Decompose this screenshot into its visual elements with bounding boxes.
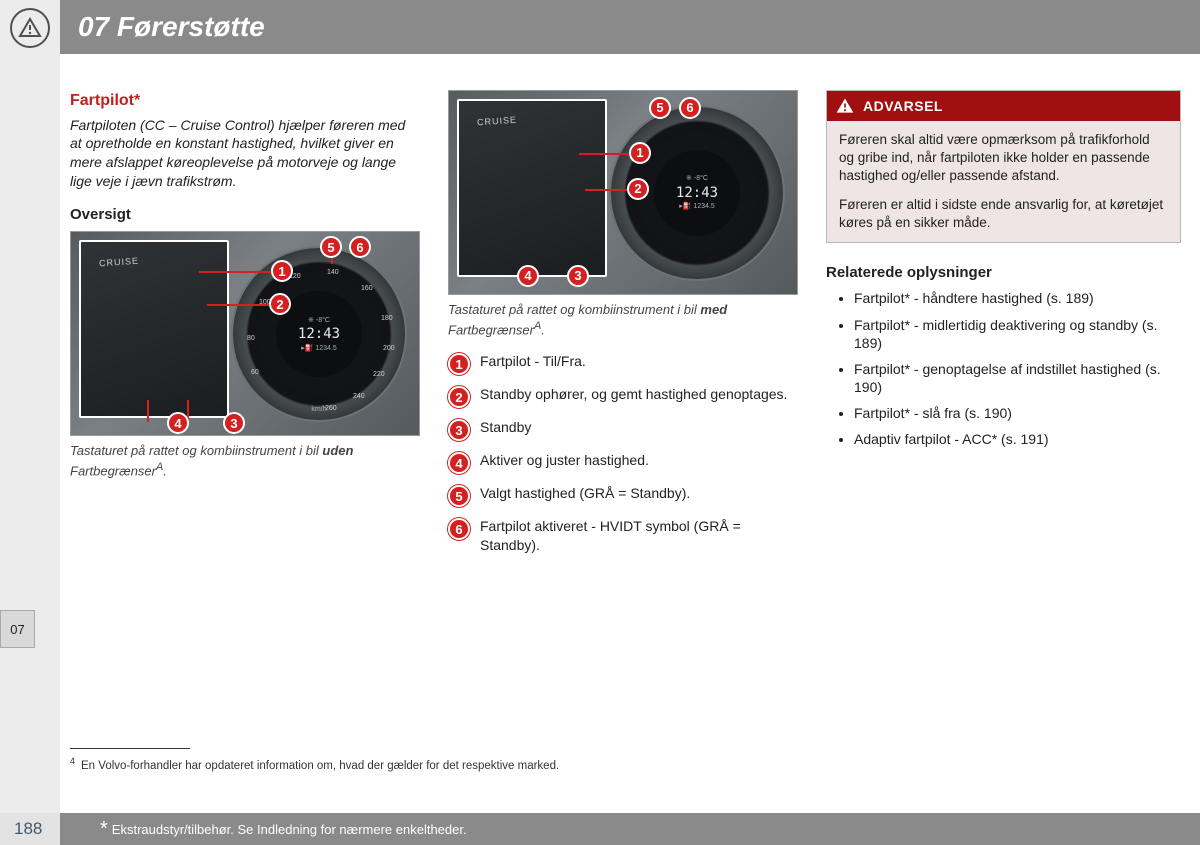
marker-1: 1 (629, 142, 651, 164)
tick: 60 (251, 368, 259, 377)
bullet-5: 5 (448, 485, 470, 507)
page-number: 188 (14, 819, 42, 839)
section-title: Fartpilot* (70, 90, 420, 112)
item-text: Standby ophører, og gemt hastighed genop… (480, 385, 787, 404)
item-text: Standby (480, 418, 531, 437)
warning-icon (835, 96, 855, 116)
tick: 180 (381, 314, 393, 323)
gauge-odo: ▸⛽ 1234.5 (679, 202, 715, 211)
figure2-caption: Tastaturet på rattet og kombiinstrument … (448, 301, 798, 338)
tick: 240 (353, 392, 365, 401)
gauge-temp: ※ -8°C (308, 316, 330, 325)
marker-6: 6 (349, 236, 371, 258)
tick: 260 (325, 404, 337, 413)
bullet-2: 2 (448, 386, 470, 408)
bullet-3: 3 (448, 419, 470, 441)
list-item: 6 Fartpilot aktiveret - HVIDT symbol (GRÅ… (448, 517, 798, 555)
related-item: Fartpilot* - slå fra (s. 190) (854, 404, 1181, 422)
footer-bar: * Ekstraudstyr/tilbehør. Se Indledning f… (60, 813, 1200, 845)
keypad-inset (457, 99, 607, 277)
left-rail: 07 (0, 0, 60, 845)
marker-5: 5 (649, 97, 671, 119)
column-2: ※ -8°C 12:43 ▸⛽ 1234.5 1 2 3 4 5 6 Tasta… (448, 90, 798, 565)
item-text: Fartpilot aktiveret - HVIDT symbol (GRÅ … (480, 517, 798, 555)
marker-4: 4 (167, 412, 189, 434)
chapter-header: 07 Førerstøtte (60, 0, 1200, 54)
item-text: Valgt hastighed (GRÅ = Standby). (480, 484, 690, 503)
warning-title: ADVARSEL (863, 97, 943, 116)
gauge-time: 12:43 (298, 325, 340, 344)
list-item: 3 Standby (448, 418, 798, 441)
tick: 220 (373, 370, 385, 379)
marker-4: 4 (517, 265, 539, 287)
marker-2: 2 (627, 178, 649, 200)
gauge-time: 12:43 (676, 184, 718, 203)
tick: 200 (383, 344, 395, 353)
item-text: Fartpilot - Til/Fra. (480, 352, 586, 371)
gauge-display: ※ -8°C 12:43 ▸⛽ 1234.5 (654, 150, 740, 236)
keypad-inset (79, 240, 229, 418)
bullet-4: 4 (448, 452, 470, 474)
footnote: 4En Volvo-forhandler har opdateret infor… (70, 756, 559, 772)
footnote-rule (70, 748, 190, 749)
callout-list: 1 Fartpilot - Til/Fra. 2 Standby ophører, … (448, 352, 798, 555)
warning-header: ADVARSEL (827, 91, 1180, 121)
related-heading: Relaterede oplysninger (826, 263, 1181, 283)
warning-p2: Føreren er altid i sidste ende ansvarlig… (839, 196, 1168, 232)
warning-body: Føreren skal altid være opmærksom på tra… (827, 121, 1180, 242)
item-text: Aktiver og juster hastighed. (480, 451, 649, 470)
figure1-caption: Tastaturet på rattet og kombiinstrument … (70, 442, 420, 479)
list-item: 5 Valgt hastighed (GRÅ = Standby). (448, 484, 798, 507)
gauge-unit: km/h (311, 405, 326, 414)
column-3: ADVARSEL Føreren skal altid være opmærks… (826, 90, 1181, 565)
footer-text: Ekstraudstyr/tilbehør. Se Indledning for… (112, 822, 467, 837)
list-item: 4 Aktiver og juster hastighed. (448, 451, 798, 474)
tick: 80 (247, 334, 255, 343)
related-item: Adaptiv fartpilot - ACC* (s. 191) (854, 430, 1181, 448)
bullet-6: 6 (448, 518, 470, 540)
bullet-1: 1 (448, 353, 470, 375)
related-item: Fartpilot* - genoptagelse af indstillet … (854, 360, 1181, 396)
chapter-tab: 07 (0, 610, 35, 648)
marker-6: 6 (679, 97, 701, 119)
warning-p1: Føreren skal altid være opmærksom på tra… (839, 131, 1168, 186)
intro-text: Fartpiloten (CC – Cruise Control) hjælpe… (70, 116, 420, 192)
overview-heading: Oversigt (70, 205, 420, 225)
related-list: Fartpilot* - håndtere hastighed (s. 189)… (826, 289, 1181, 448)
marker-3: 3 (223, 412, 245, 434)
marker-3: 3 (567, 265, 589, 287)
column-1: Fartpilot* Fartpiloten (CC – Cruise Cont… (70, 90, 420, 565)
related-item: Fartpilot* - håndtere hastighed (s. 189) (854, 289, 1181, 307)
list-item: 1 Fartpilot - Til/Fra. (448, 352, 798, 375)
list-item: 2 Standby ophører, og gemt hastighed geno… (448, 385, 798, 408)
figure-without-limiter: 60 80 100 120 140 160 180 200 220 240 26… (70, 231, 420, 436)
warning-box: ADVARSEL Føreren skal altid være opmærks… (826, 90, 1181, 243)
gauge-temp: ※ -8°C (686, 174, 708, 183)
related-item: Fartpilot* - midlertidig deaktivering og… (854, 316, 1181, 352)
tick: 160 (361, 284, 373, 293)
tick: 140 (327, 268, 339, 277)
warning-triangle-icon (10, 8, 50, 48)
content-area: Fartpilot* Fartpiloten (CC – Cruise Cont… (70, 90, 1190, 565)
gauge-odo: ▸⛽ 1234.5 (301, 344, 337, 353)
figure-with-limiter: ※ -8°C 12:43 ▸⛽ 1234.5 1 2 3 4 5 6 (448, 90, 798, 295)
